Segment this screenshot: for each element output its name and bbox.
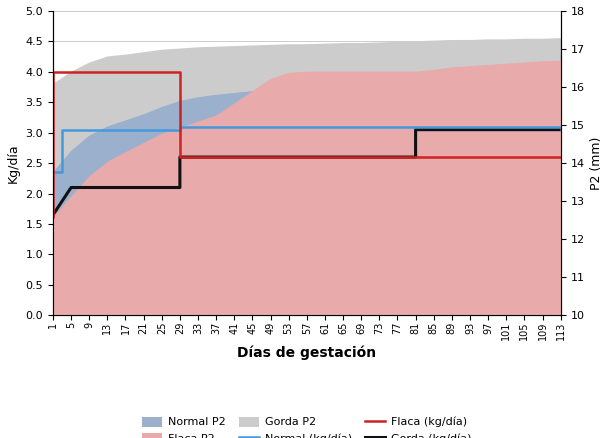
X-axis label: Días de gestación: Días de gestación — [237, 346, 376, 360]
Y-axis label: P2 (mm): P2 (mm) — [590, 137, 603, 190]
Legend: Normal P2, Flaca P2, Gorda P2, Normal (kg/día), Flaca (kg/día), Gorda (kg/día): Normal P2, Flaca P2, Gorda P2, Normal (k… — [138, 412, 476, 438]
Y-axis label: Kg/día: Kg/día — [7, 143, 20, 183]
